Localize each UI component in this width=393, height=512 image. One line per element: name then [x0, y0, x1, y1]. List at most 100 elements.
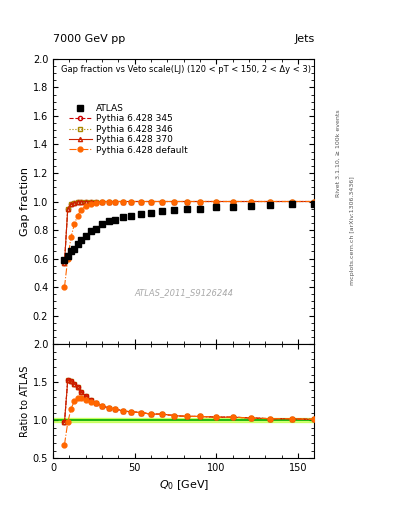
- Pythia 6.428 345: [312, 199, 317, 205]
- Pythia 6.428 370: [100, 199, 105, 205]
- ATLAS: [88, 228, 93, 234]
- Text: Rivet 3.1.10, ≥ 100k events: Rivet 3.1.10, ≥ 100k events: [336, 110, 341, 198]
- Pythia 6.428 346: [83, 199, 88, 205]
- ATLAS: [289, 201, 294, 207]
- Pythia 6.428 370: [88, 199, 93, 205]
- Pythia 6.428 345: [172, 199, 176, 205]
- Pythia 6.428 370: [106, 199, 111, 205]
- Pythia 6.428 default: [83, 203, 88, 209]
- ATLAS: [172, 207, 176, 213]
- Pythia 6.428 370: [230, 199, 235, 205]
- Pythia 6.428 346: [93, 199, 98, 205]
- Pythia 6.428 345: [289, 199, 294, 205]
- Pythia 6.428 default: [172, 199, 176, 205]
- Pythia 6.428 default: [93, 200, 98, 206]
- Pythia 6.428 default: [312, 199, 317, 205]
- Pythia 6.428 default: [121, 199, 126, 205]
- ATLAS: [106, 219, 111, 225]
- Pythia 6.428 default: [79, 207, 83, 213]
- Pythia 6.428 370: [129, 199, 134, 205]
- Pythia 6.428 345: [149, 199, 153, 205]
- Pythia 6.428 370: [93, 199, 98, 205]
- Pythia 6.428 346: [72, 200, 77, 206]
- Pythia 6.428 default: [106, 199, 111, 205]
- Pythia 6.428 346: [139, 199, 143, 205]
- ATLAS: [93, 225, 98, 231]
- Pythia 6.428 370: [65, 205, 70, 212]
- Pythia 6.428 345: [121, 199, 126, 205]
- Pythia 6.428 370: [268, 199, 273, 205]
- Pythia 6.428 346: [121, 199, 126, 205]
- Pythia 6.428 default: [65, 255, 70, 262]
- ATLAS: [149, 210, 153, 216]
- Pythia 6.428 370: [62, 260, 67, 266]
- Pythia 6.428 default: [230, 199, 235, 205]
- Pythia 6.428 346: [198, 199, 202, 205]
- Pythia 6.428 345: [160, 199, 165, 205]
- Y-axis label: Gap fraction: Gap fraction: [20, 167, 30, 236]
- Pythia 6.428 370: [79, 199, 83, 205]
- Pythia 6.428 346: [113, 199, 118, 205]
- ATLAS: [268, 202, 273, 208]
- Pythia 6.428 345: [248, 199, 253, 205]
- Text: 7000 GeV pp: 7000 GeV pp: [53, 33, 125, 44]
- Pythia 6.428 345: [79, 199, 83, 205]
- Pythia 6.428 default: [72, 221, 77, 227]
- Pythia 6.428 346: [129, 199, 134, 205]
- Pythia 6.428 345: [65, 205, 70, 212]
- Pythia 6.428 346: [248, 199, 253, 205]
- ATLAS: [121, 214, 126, 220]
- Pythia 6.428 346: [69, 201, 73, 207]
- Pythia 6.428 370: [139, 199, 143, 205]
- Pythia 6.428 345: [62, 260, 67, 266]
- Pythia 6.428 370: [75, 199, 80, 205]
- Pythia 6.428 345: [83, 199, 88, 205]
- Pythia 6.428 345: [72, 200, 77, 206]
- Pythia 6.428 346: [88, 199, 93, 205]
- Pythia 6.428 default: [62, 284, 67, 290]
- Text: mcplots.cern.ch [arXiv:1306.3436]: mcplots.cern.ch [arXiv:1306.3436]: [350, 176, 355, 285]
- Pythia 6.428 346: [65, 205, 70, 212]
- Pythia 6.428 default: [268, 199, 273, 205]
- Pythia 6.428 370: [185, 199, 189, 205]
- Pythia 6.428 346: [230, 199, 235, 205]
- Pythia 6.428 default: [198, 199, 202, 205]
- Pythia 6.428 370: [121, 199, 126, 205]
- Line: Pythia 6.428 default: Pythia 6.428 default: [62, 199, 317, 289]
- Pythia 6.428 370: [198, 199, 202, 205]
- Pythia 6.428 default: [88, 201, 93, 207]
- ATLAS: [72, 246, 77, 252]
- ATLAS: [100, 221, 105, 227]
- Text: Jets: Jets: [294, 33, 314, 44]
- Pythia 6.428 345: [93, 199, 98, 205]
- Pythia 6.428 346: [268, 199, 273, 205]
- Pythia 6.428 346: [79, 199, 83, 205]
- Pythia 6.428 346: [289, 199, 294, 205]
- Pythia 6.428 345: [198, 199, 202, 205]
- Pythia 6.428 345: [113, 199, 118, 205]
- Legend: ATLAS, Pythia 6.428 345, Pythia 6.428 346, Pythia 6.428 370, Pythia 6.428 defaul: ATLAS, Pythia 6.428 345, Pythia 6.428 34…: [65, 100, 191, 158]
- Text: Gap fraction vs Veto scale(LJ) (120 < pT < 150, 2 < Δy < 3): Gap fraction vs Veto scale(LJ) (120 < pT…: [61, 65, 311, 74]
- ATLAS: [69, 248, 73, 254]
- Bar: [53, 418, 314, 422]
- Pythia 6.428 default: [248, 199, 253, 205]
- Pythia 6.428 370: [69, 201, 73, 207]
- ATLAS: [214, 204, 219, 210]
- Pythia 6.428 370: [113, 199, 118, 205]
- Pythia 6.428 default: [113, 199, 118, 205]
- ATLAS: [139, 211, 143, 218]
- Pythia 6.428 346: [106, 199, 111, 205]
- Pythia 6.428 default: [129, 199, 134, 205]
- ATLAS: [79, 237, 83, 243]
- Pythia 6.428 346: [214, 199, 219, 205]
- Pythia 6.428 370: [149, 199, 153, 205]
- Pythia 6.428 346: [185, 199, 189, 205]
- Pythia 6.428 default: [75, 212, 80, 219]
- Pythia 6.428 default: [149, 199, 153, 205]
- Pythia 6.428 370: [172, 199, 176, 205]
- Pythia 6.428 346: [149, 199, 153, 205]
- Pythia 6.428 345: [88, 199, 93, 205]
- Line: Pythia 6.428 345: Pythia 6.428 345: [62, 200, 316, 265]
- Pythia 6.428 default: [289, 199, 294, 205]
- ATLAS: [198, 205, 202, 212]
